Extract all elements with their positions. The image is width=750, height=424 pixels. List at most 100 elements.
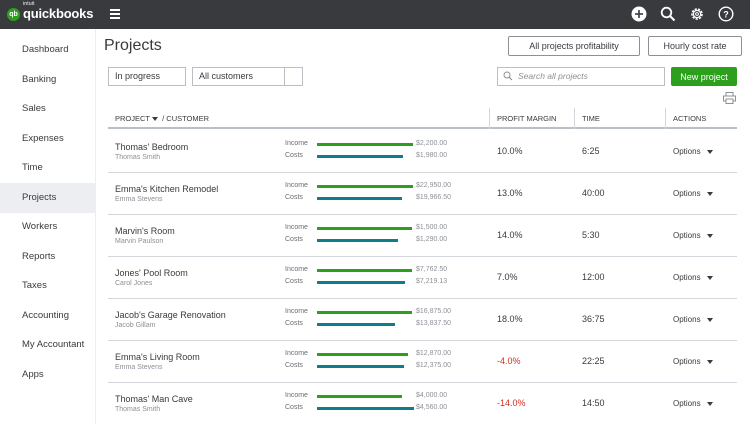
income-label: Income bbox=[285, 308, 308, 315]
options-dropdown[interactable]: Options bbox=[673, 231, 713, 240]
costs-amount: $19,966.50 bbox=[416, 194, 452, 201]
costs-label: Costs bbox=[285, 152, 303, 159]
profit-margin-column-header[interactable]: PROFIT MARGIN bbox=[497, 114, 557, 123]
table-row[interactable]: Emma's Kitchen Remodel Emma Stevens Income… bbox=[108, 173, 737, 215]
income-amount: $7,762.50 bbox=[416, 266, 448, 273]
table-row[interactable]: Thomas' Bedroom Thomas Smith Income Costs $2… bbox=[108, 131, 737, 173]
sidebar-item-accounting[interactable]: Accounting bbox=[22, 310, 70, 321]
costs-bar bbox=[317, 239, 398, 242]
project-name[interactable]: Emma's Kitchen Remodel bbox=[115, 184, 219, 194]
table-row[interactable]: Jones' Pool Room Carol Jones Income Costs $7… bbox=[108, 257, 737, 299]
customer-name: Thomas Smith bbox=[115, 406, 161, 413]
time-value: 40:00 bbox=[582, 188, 605, 198]
costs-label: Costs bbox=[285, 236, 303, 243]
table-row[interactable]: Emma's Living Room Emma Stevens Income Cost… bbox=[108, 341, 737, 383]
income-bar bbox=[317, 353, 408, 356]
sidebar-item-reports[interactable]: Reports bbox=[22, 251, 56, 262]
options-dropdown[interactable]: Options bbox=[673, 147, 713, 156]
options-dropdown[interactable]: Options bbox=[673, 189, 713, 198]
income-bar bbox=[317, 227, 412, 230]
income-label: Income bbox=[285, 140, 308, 147]
sidebar-item-taxes[interactable]: Taxes bbox=[22, 280, 47, 291]
costs-bar bbox=[317, 365, 404, 368]
options-dropdown[interactable]: Options bbox=[673, 399, 713, 408]
status-filter-value: In progress bbox=[115, 71, 161, 81]
table-row[interactable]: Thomas' Man Cave Thomas Smith Income Costs $… bbox=[108, 383, 737, 424]
income-amount: $2,200.00 bbox=[416, 140, 448, 147]
income-amount: $22,950.00 bbox=[416, 182, 452, 189]
profit-margin-value: 7.0% bbox=[497, 272, 518, 282]
profit-margin-value: 18.0% bbox=[497, 314, 523, 324]
quickbooks-wordmark: quickbooks bbox=[23, 6, 94, 21]
costs-label: Costs bbox=[285, 362, 303, 369]
all-projects-profitability-button[interactable]: All projects profitability bbox=[508, 36, 640, 56]
table-row[interactable]: Jacob's Garage Renovation Jacob Gillam Inc… bbox=[108, 299, 737, 341]
time-value: 22:25 bbox=[582, 356, 605, 366]
table-row[interactable]: Marvin's Room Marvin Paulson Income Costs $1… bbox=[108, 215, 737, 257]
options-label: Options bbox=[673, 147, 701, 156]
sidebar-item-my-accountant[interactable]: My Accountant bbox=[22, 339, 85, 350]
search-input[interactable]: Search all projects bbox=[497, 67, 665, 86]
column-divider bbox=[489, 108, 490, 129]
status-filter-select[interactable]: In progress bbox=[108, 67, 186, 86]
sidebar-item-banking[interactable]: Banking bbox=[22, 74, 57, 85]
sidebar-item-sales[interactable]: Sales bbox=[22, 103, 46, 114]
costs-label: Costs bbox=[285, 320, 303, 327]
time-value: 6:25 bbox=[582, 146, 600, 156]
plus-icon[interactable] bbox=[631, 6, 647, 22]
profit-margin-value: 10.0% bbox=[497, 146, 523, 156]
qb-logo-icon: qb bbox=[7, 7, 20, 21]
options-dropdown[interactable]: Options bbox=[673, 273, 713, 282]
project-name[interactable]: Thomas' Bedroom bbox=[115, 142, 189, 152]
sidebar-item-workers[interactable]: Workers bbox=[22, 221, 58, 232]
options-label: Options bbox=[673, 399, 701, 408]
profit-margin-value: -14.0% bbox=[497, 398, 526, 408]
new-project-button[interactable]: New project bbox=[671, 67, 737, 86]
sidebar-item-time[interactable]: Time bbox=[22, 162, 43, 173]
chevron-down-icon bbox=[706, 275, 713, 280]
menu-icon[interactable] bbox=[110, 9, 120, 19]
page-title: Projects bbox=[104, 37, 162, 54]
income-amount: $12,870.00 bbox=[416, 350, 452, 357]
customer-name: Jacob Gillam bbox=[115, 322, 156, 329]
income-amount: $4,000.00 bbox=[416, 392, 448, 399]
options-dropdown[interactable]: Options bbox=[673, 315, 713, 324]
sidebar: Dashboard Banking Sales Expenses Time Pr… bbox=[0, 29, 96, 424]
sidebar-item-projects[interactable]: Projects bbox=[0, 183, 96, 213]
income-label: Income bbox=[285, 350, 308, 357]
options-dropdown[interactable]: Options bbox=[673, 357, 713, 366]
customer-filter-select[interactable]: All customers bbox=[192, 67, 303, 86]
project-name[interactable]: Thomas' Man Cave bbox=[115, 394, 193, 404]
print-icon[interactable] bbox=[723, 92, 736, 104]
column-divider bbox=[665, 108, 666, 129]
help-icon[interactable]: ? bbox=[718, 6, 734, 22]
income-bar bbox=[317, 185, 413, 188]
sort-down-icon bbox=[152, 117, 159, 122]
dropdown-arrow[interactable] bbox=[284, 68, 302, 85]
customer-name: Marvin Paulson bbox=[115, 238, 164, 245]
costs-label: Costs bbox=[285, 278, 303, 285]
project-name[interactable]: Marvin's Room bbox=[115, 226, 175, 236]
project-name[interactable]: Emma's Living Room bbox=[115, 352, 200, 362]
sidebar-item-expenses[interactable]: Expenses bbox=[22, 133, 64, 144]
hourly-cost-rate-button[interactable]: Hourly cost rate bbox=[648, 36, 742, 56]
sidebar-item-dashboard[interactable]: Dashboard bbox=[22, 44, 69, 55]
chevron-down-icon bbox=[706, 233, 713, 238]
options-label: Options bbox=[673, 357, 701, 366]
chevron-down-icon bbox=[706, 149, 713, 154]
income-label: Income bbox=[285, 266, 308, 273]
costs-bar bbox=[317, 407, 414, 410]
customer-name: Carol Jones bbox=[115, 280, 153, 287]
income-bar bbox=[317, 143, 413, 146]
project-name[interactable]: Jacob's Garage Renovation bbox=[115, 310, 226, 320]
gear-icon[interactable] bbox=[689, 6, 705, 22]
project-name[interactable]: Jones' Pool Room bbox=[115, 268, 188, 278]
options-label: Options bbox=[673, 231, 701, 240]
customer-name: Emma Stevens bbox=[115, 196, 163, 203]
sidebar-item-apps[interactable]: Apps bbox=[22, 369, 44, 380]
time-column-header[interactable]: TIME bbox=[582, 114, 600, 123]
search-icon[interactable] bbox=[660, 6, 676, 22]
quickbooks-logo[interactable]: qb intuit quickbooks bbox=[7, 1, 94, 23]
project-column-header[interactable]: PROJECT / CUSTOMER bbox=[115, 114, 210, 123]
costs-amount: $7,219.13 bbox=[416, 278, 448, 285]
